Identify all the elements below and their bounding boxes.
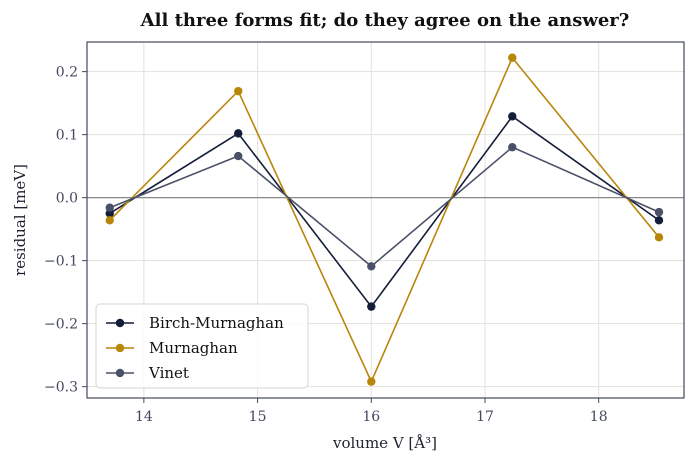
x-tick-label: 18 (590, 409, 608, 425)
x-tick-label: 15 (249, 409, 267, 425)
legend-box (95, 303, 309, 389)
data-point (508, 53, 517, 62)
y-tick-label: 0.0 (56, 191, 78, 207)
data-point (105, 203, 114, 212)
chart-title: All three forms fit; do they agree on th… (140, 10, 630, 31)
data-point (234, 129, 243, 138)
series-layer (105, 53, 664, 386)
legend-label: Murnaghan (149, 339, 238, 357)
x-tick-label: 17 (476, 409, 494, 425)
data-point (367, 377, 376, 386)
x-axis-label: volume V [Å³] (332, 434, 437, 452)
series-line (109, 115, 660, 308)
y-tick-label: 0.2 (56, 65, 78, 81)
y-tick-label: −0.3 (44, 380, 78, 396)
series-line (109, 146, 660, 268)
legend-marker (115, 318, 125, 328)
data-point (654, 207, 664, 217)
x-tick-label: 14 (135, 409, 153, 425)
data-point (367, 302, 376, 311)
data-point (105, 216, 114, 225)
legend-marker (115, 343, 125, 353)
legend: Birch-Murnaghan Murnaghan Vinet (95, 303, 309, 389)
data-point (508, 143, 517, 152)
x-tick-label: 16 (362, 409, 380, 425)
y-tick-label: −0.1 (44, 254, 78, 270)
data-point (654, 233, 664, 242)
legend-marker (115, 368, 125, 378)
data-point (367, 262, 376, 271)
plot-frame (86, 41, 685, 399)
y-tick-label: 0.1 (56, 128, 78, 144)
data-point (654, 216, 664, 225)
legend-label: Birch-Murnaghan (149, 314, 284, 332)
data-point (234, 151, 243, 161)
y-tick-label: −0.2 (44, 317, 78, 333)
axis-ticks: 14 15 16 17 18 −0.3 −0.2 −0.1 0.0 0.1 0.2 (44, 65, 608, 425)
data-point (234, 86, 243, 96)
data-point (508, 112, 517, 121)
legend-label: Vinet (148, 364, 189, 382)
y-axis-label: residual [meV] (11, 164, 29, 276)
